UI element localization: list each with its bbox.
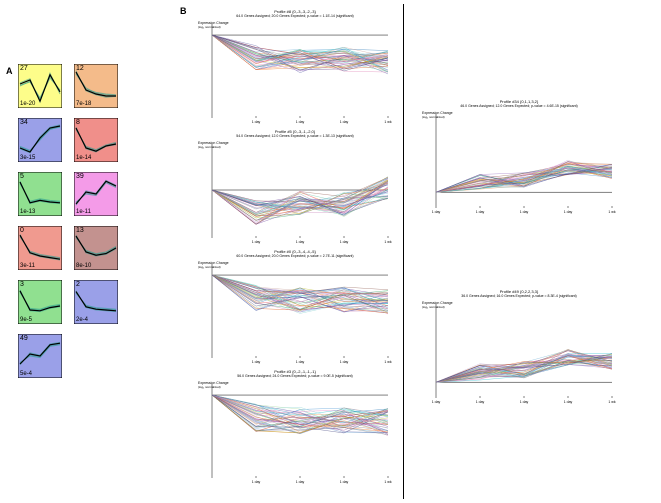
profile-thumbnail: 13 8e-10 [74, 226, 118, 270]
svg-text:1 day: 1 day [252, 240, 261, 244]
profile-thumbnail: 39 1e-11 [74, 172, 118, 216]
svg-text:1 day: 1 day [252, 360, 261, 364]
svg-text:1 wk: 1 wk [384, 120, 391, 124]
thumb-pvalue: 7e-18 [76, 101, 91, 107]
profile-plot: Profile #5 {0,-3,-1,-2,0}54.0 Genes Assi… [196, 140, 394, 248]
thumb-id: 39 [76, 173, 84, 180]
svg-text:1 day: 1 day [296, 120, 305, 124]
thumb-id: 27 [20, 65, 28, 72]
profile-plot: Profile #0 {0,-3,-4,-4,-5}60.0 Genes Ass… [196, 260, 394, 368]
profile-thumbnail: 34 3e-15 [18, 118, 62, 162]
svg-text:1 day: 1 day [340, 120, 349, 124]
svg-text:1 day: 1 day [296, 360, 305, 364]
profile-title: Profile #3 {0,-2,-1,-1,-1}56.0 Genes Ass… [196, 370, 394, 379]
profile-plot: Profile #3 {0,-2,-1,-1,-1}56.0 Genes Ass… [196, 380, 394, 488]
thumb-id: 2 [76, 281, 80, 288]
thumb-pvalue: 8e-10 [76, 263, 91, 269]
svg-text:1 day: 1 day [432, 400, 441, 404]
thumb-pvalue: 9e-5 [20, 317, 32, 323]
profile-ylabel: Expression Change(log₂ normalized) [422, 302, 453, 309]
thumb-pvalue: 2e-4 [76, 317, 88, 323]
profile-title: Profile #49 {0,2,2,3,3}36.0 Genes Assign… [420, 290, 618, 299]
thumb-id: 13 [76, 227, 84, 234]
profile-thumbnail: 49 5e-4 [18, 334, 62, 378]
svg-text:1 day: 1 day [252, 480, 261, 484]
svg-text:1 wk: 1 wk [384, 240, 391, 244]
thumb-pvalue: 3e-15 [20, 155, 35, 161]
svg-text:1 day: 1 day [520, 210, 529, 214]
profile-title: Profile #8 {0,-3,-3,-2,-3}64.0 Genes Ass… [196, 10, 394, 19]
svg-text:1 day: 1 day [520, 400, 529, 404]
column-divider [403, 4, 404, 499]
svg-text:1 wk: 1 wk [384, 360, 391, 364]
profile-ylabel: Expression Change(log₂ normalized) [198, 382, 229, 389]
thumb-id: 12 [76, 65, 84, 72]
profile-thumbnail: 2 2e-4 [74, 280, 118, 324]
profile-plot: Profile #34 {0,1,1,3,2}46.0 Genes Assign… [420, 110, 618, 218]
svg-text:1 day: 1 day [564, 400, 573, 404]
thumb-pvalue: 3e-11 [20, 263, 35, 269]
profile-ylabel: Expression Change(log₂ normalized) [422, 112, 453, 119]
svg-text:1 wk: 1 wk [384, 480, 391, 484]
profile-title: Profile #0 {0,-3,-4,-4,-5}60.0 Genes Ass… [196, 250, 394, 259]
thumb-id: 34 [20, 119, 28, 126]
thumb-id: 49 [20, 335, 28, 342]
profile-plot: Profile #49 {0,2,2,3,3}36.0 Genes Assign… [420, 300, 618, 408]
svg-text:1 day: 1 day [296, 480, 305, 484]
svg-text:1 day: 1 day [340, 480, 349, 484]
thumb-id: 5 [20, 173, 24, 180]
profile-ylabel: Expression Change(log₂ normalized) [198, 142, 229, 149]
thumb-id: 0 [20, 227, 24, 234]
profile-thumbnail: 27 1e-20 [18, 64, 62, 108]
figure-root: { "labels": { "A": "A", "B": "B" }, "lay… [0, 0, 661, 503]
svg-text:1 wk: 1 wk [608, 400, 615, 404]
profile-plot: Profile #8 {0,-3,-3,-2,-3}64.0 Genes Ass… [196, 20, 394, 128]
svg-text:1 day: 1 day [252, 120, 261, 124]
svg-text:1 day: 1 day [476, 400, 485, 404]
svg-text:1 day: 1 day [340, 240, 349, 244]
svg-text:1 wk: 1 wk [608, 210, 615, 214]
svg-text:1 day: 1 day [476, 210, 485, 214]
thumb-pvalue: 5e-4 [20, 371, 32, 377]
svg-text:1 day: 1 day [564, 210, 573, 214]
profile-thumbnail: 3 9e-5 [18, 280, 62, 324]
profile-thumbnail: 5 1e-13 [18, 172, 62, 216]
svg-text:1 day: 1 day [340, 360, 349, 364]
thumb-id: 8 [76, 119, 80, 126]
thumb-id: 3 [20, 281, 24, 288]
profile-thumbnail: 0 3e-11 [18, 226, 62, 270]
profile-thumbnail: 12 7e-18 [74, 64, 118, 108]
thumb-pvalue: 1e-20 [20, 101, 35, 107]
profile-ylabel: Expression Change(log₂ normalized) [198, 262, 229, 269]
profile-title: Profile #34 {0,1,1,3,2}46.0 Genes Assign… [420, 100, 618, 109]
profile-title: Profile #5 {0,-3,-1,-2,0}54.0 Genes Assi… [196, 130, 394, 139]
thumb-pvalue: 1e-13 [20, 209, 35, 215]
profile-ylabel: Expression Change(log₂ normalized) [198, 22, 229, 29]
panel-label-B: B [180, 6, 187, 16]
thumb-pvalue: 1e-14 [76, 155, 91, 161]
svg-text:1 day: 1 day [296, 240, 305, 244]
profile-thumbnail: 8 1e-14 [74, 118, 118, 162]
panel-label-A: A [6, 66, 13, 76]
svg-text:1 day: 1 day [432, 210, 441, 214]
thumb-pvalue: 1e-11 [76, 209, 91, 215]
